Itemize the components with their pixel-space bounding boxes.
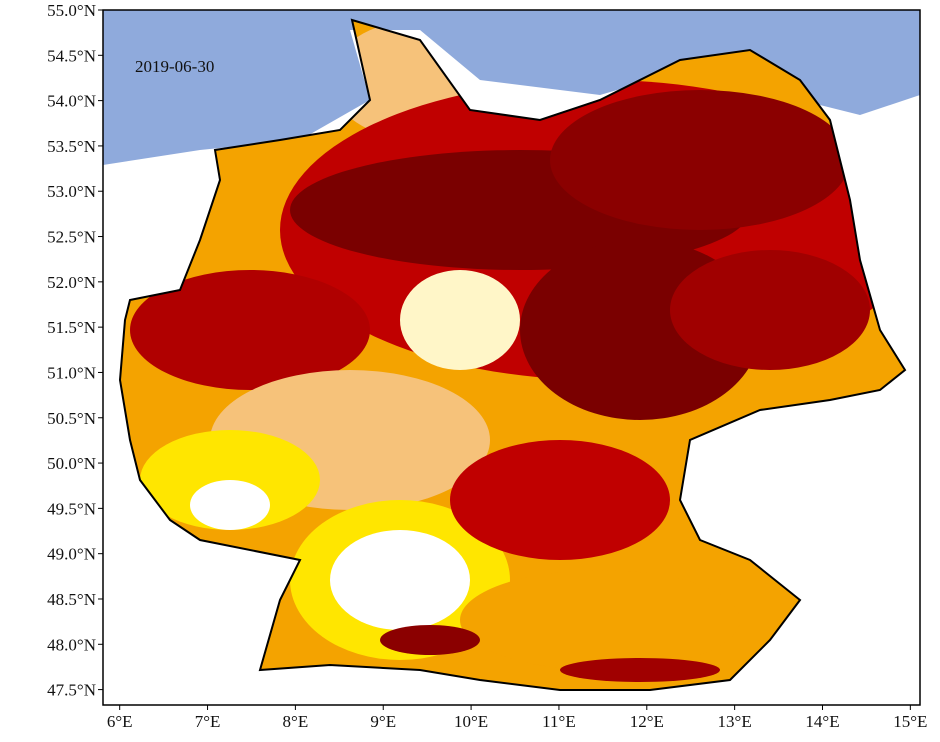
x-tick-label: 9°E (370, 712, 396, 731)
y-tick-label: 48.0°N (47, 635, 96, 654)
x-tick-label: 15°E (893, 712, 927, 731)
y-tick-label: 53.5°N (47, 137, 96, 156)
map-area: 2019-06-30 (103, 10, 920, 705)
x-tick-label: 13°E (718, 712, 752, 731)
x-tick-label: 7°E (195, 712, 221, 731)
y-tick-label: 47.5°N (47, 681, 96, 700)
sea (103, 10, 920, 165)
y-tick-label: 48.5°N (47, 590, 96, 609)
y-tick-label: 52.0°N (47, 273, 96, 292)
y-tick-label: 49.5°N (47, 499, 96, 518)
y-tick-label: 49.0°N (47, 545, 96, 564)
border (118, 18, 907, 691)
y-tick-label: 54.5°N (47, 46, 96, 65)
y-tick-label: 52.5°N (47, 228, 96, 247)
x-tick-label: 10°E (454, 712, 488, 731)
y-tick-label: 51.0°N (47, 363, 96, 382)
y-tick-label: 53.0°N (47, 182, 96, 201)
x-tick-label: 11°E (542, 712, 576, 731)
y-tick-label: 55.0°N (47, 1, 96, 20)
x-tick-label: 6°E (107, 712, 133, 731)
y-tick-label: 51.5°N (47, 318, 96, 337)
y-tick-label: 50.0°N (47, 454, 96, 473)
y-tick-label: 54.0°N (47, 92, 96, 111)
y-tick-label: 50.5°N (47, 409, 96, 428)
x-tick-label: 12°E (630, 712, 664, 731)
frame (102, 9, 921, 706)
drought-field (120, 20, 905, 690)
x-tick-label: 14°E (805, 712, 839, 731)
x-tick-label: 8°E (283, 712, 309, 731)
date-label: 2019-06-30 (135, 57, 214, 76)
